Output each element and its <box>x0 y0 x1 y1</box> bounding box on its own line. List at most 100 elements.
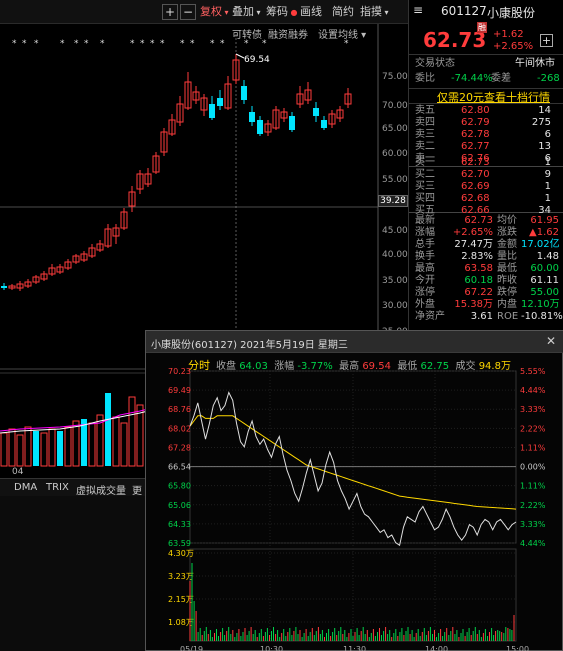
zoom-out-button[interactable]: − <box>180 4 196 20</box>
candle-body[interactable] <box>336 109 344 119</box>
simple-mode-button[interactable]: 简约 <box>332 5 354 18</box>
divider <box>409 212 563 213</box>
candle-body[interactable] <box>241 86 247 100</box>
tab-intraday[interactable]: 分时 <box>188 359 210 372</box>
tab-trix[interactable]: TRIX <box>46 482 69 493</box>
candle-body[interactable] <box>249 112 255 122</box>
candle-body[interactable] <box>184 81 192 109</box>
candle-body[interactable] <box>64 261 72 269</box>
chips-button[interactable]: 筹码 ● <box>266 5 298 18</box>
event-marker[interactable]: * <box>34 39 39 49</box>
close-icon[interactable]: ✕ <box>546 334 557 348</box>
candle-body[interactable] <box>112 227 120 237</box>
convertible-bond-link[interactable]: 可转债 <box>232 30 262 41</box>
bid-level-price[interactable]: 62.68 <box>461 193 490 204</box>
tab-dma[interactable]: DMA <box>14 482 38 493</box>
candle-body[interactable] <box>257 120 263 134</box>
intraday-popup[interactable]: 小康股份(601127) 2021年5月19日 星期三 ✕ 分时 收盘 64.0… <box>145 330 563 651</box>
indicator-button[interactable]: 指摸 ▾ <box>360 5 389 18</box>
event-marker[interactable]: * <box>140 39 145 49</box>
candle-body[interactable] <box>209 104 215 118</box>
candle-body[interactable] <box>144 173 152 185</box>
stat-label: 最低 <box>497 263 517 274</box>
candle-body[interactable] <box>120 211 128 229</box>
candle-body[interactable] <box>32 276 40 283</box>
candle-body[interactable] <box>192 91 200 101</box>
volume-bar <box>96 414 104 467</box>
candle-body[interactable] <box>280 111 288 119</box>
candle-body[interactable] <box>200 97 208 111</box>
fuquan-button[interactable]: 复权 ▾ <box>200 5 229 18</box>
candle-body[interactable] <box>96 243 104 251</box>
candle-body[interactable] <box>40 273 48 280</box>
event-marker[interactable]: * <box>84 39 89 49</box>
candle-body[interactable] <box>72 255 80 263</box>
event-marker[interactable]: * <box>130 39 135 49</box>
candle-body[interactable] <box>88 247 96 257</box>
candle-body[interactable] <box>168 119 176 135</box>
candle-body[interactable] <box>232 59 240 81</box>
candle-body[interactable] <box>8 285 16 289</box>
bid-level-price[interactable]: 62.70 <box>461 169 490 180</box>
ask-level-price[interactable]: 62.79 <box>461 117 490 128</box>
candle-body[interactable] <box>160 131 168 153</box>
candle-body[interactable] <box>289 116 295 130</box>
bid-level-price[interactable]: 62.73 <box>461 157 490 168</box>
candle-body[interactable] <box>176 103 184 123</box>
candle-body[interactable] <box>24 281 32 287</box>
stat-value: +2.65% <box>452 227 493 238</box>
candle-body[interactable] <box>296 93 304 105</box>
ask-level-price[interactable]: 62.77 <box>461 141 490 152</box>
candle-body[interactable] <box>224 83 232 109</box>
time-tick: 14:00 <box>425 645 448 651</box>
add-watchlist-button[interactable]: + <box>540 34 553 47</box>
event-marker[interactable]: * <box>344 39 349 49</box>
candle-body[interactable] <box>344 93 352 105</box>
candle-body[interactable] <box>56 266 64 273</box>
ask-level-price[interactable]: 62.78 <box>461 129 490 140</box>
bid-level-price[interactable]: 62.66 <box>461 205 490 216</box>
candle-body[interactable] <box>136 173 144 190</box>
margin-trading-link[interactable]: 融资融券 <box>268 30 308 41</box>
candle-body[interactable] <box>313 108 319 116</box>
event-marker[interactable]: * <box>100 39 105 49</box>
tab-virtual-volume[interactable]: 虚拟成交量 <box>76 486 126 497</box>
event-marker[interactable]: * <box>244 39 249 49</box>
bid-level-price[interactable]: 62.69 <box>461 181 490 192</box>
event-marker[interactable]: * <box>210 39 215 49</box>
event-marker[interactable]: * <box>180 39 185 49</box>
ask-level-price[interactable]: 62.76 <box>461 153 490 164</box>
candle-body[interactable] <box>48 267 56 275</box>
event-marker[interactable]: * <box>190 39 195 49</box>
event-marker[interactable]: * <box>220 39 225 49</box>
candle-body[interactable] <box>217 98 223 106</box>
candle-body[interactable] <box>264 123 272 133</box>
event-marker[interactable]: * <box>12 39 17 49</box>
candle-body[interactable] <box>16 283 24 289</box>
candlestick-chart[interactable]: * * * * * * * * * * * * * * * * * * 可转债 融资融券 设置均线 ▾ 69.54 <box>0 24 408 371</box>
ask-level-price[interactable]: 62.80 <box>461 105 490 116</box>
candle-body[interactable] <box>328 113 336 125</box>
volume-bar <box>64 426 72 467</box>
event-marker[interactable]: * <box>74 39 79 49</box>
event-marker[interactable]: * <box>262 39 267 49</box>
candle-body[interactable] <box>272 109 280 129</box>
overlay-button[interactable]: 叠加 ▾ <box>232 5 261 18</box>
popup-titlebar[interactable]: 小康股份(601127) 2021年5月19日 星期三 ✕ <box>146 331 563 353</box>
menu-icon[interactable]: ≡ <box>413 3 424 17</box>
candle-body[interactable] <box>152 155 160 173</box>
candle-body[interactable] <box>304 89 312 101</box>
zoom-in-button[interactable]: + <box>162 4 178 20</box>
draw-line-button[interactable]: 画线 <box>300 5 322 18</box>
set-ma-link[interactable]: 设置均线 ▾ <box>318 30 367 41</box>
event-marker[interactable]: * <box>160 39 165 49</box>
candle-body[interactable] <box>321 120 327 128</box>
candle-body[interactable] <box>128 191 136 207</box>
candle-body[interactable] <box>104 228 112 247</box>
event-marker[interactable]: * <box>22 39 27 49</box>
candle-body[interactable] <box>80 253 88 261</box>
candle-body[interactable] <box>1 286 7 288</box>
event-marker[interactable]: * <box>150 39 155 49</box>
event-marker[interactable]: * <box>60 39 65 49</box>
level2-banner-link[interactable]: 仅需20元查看十档行情 <box>437 91 550 104</box>
